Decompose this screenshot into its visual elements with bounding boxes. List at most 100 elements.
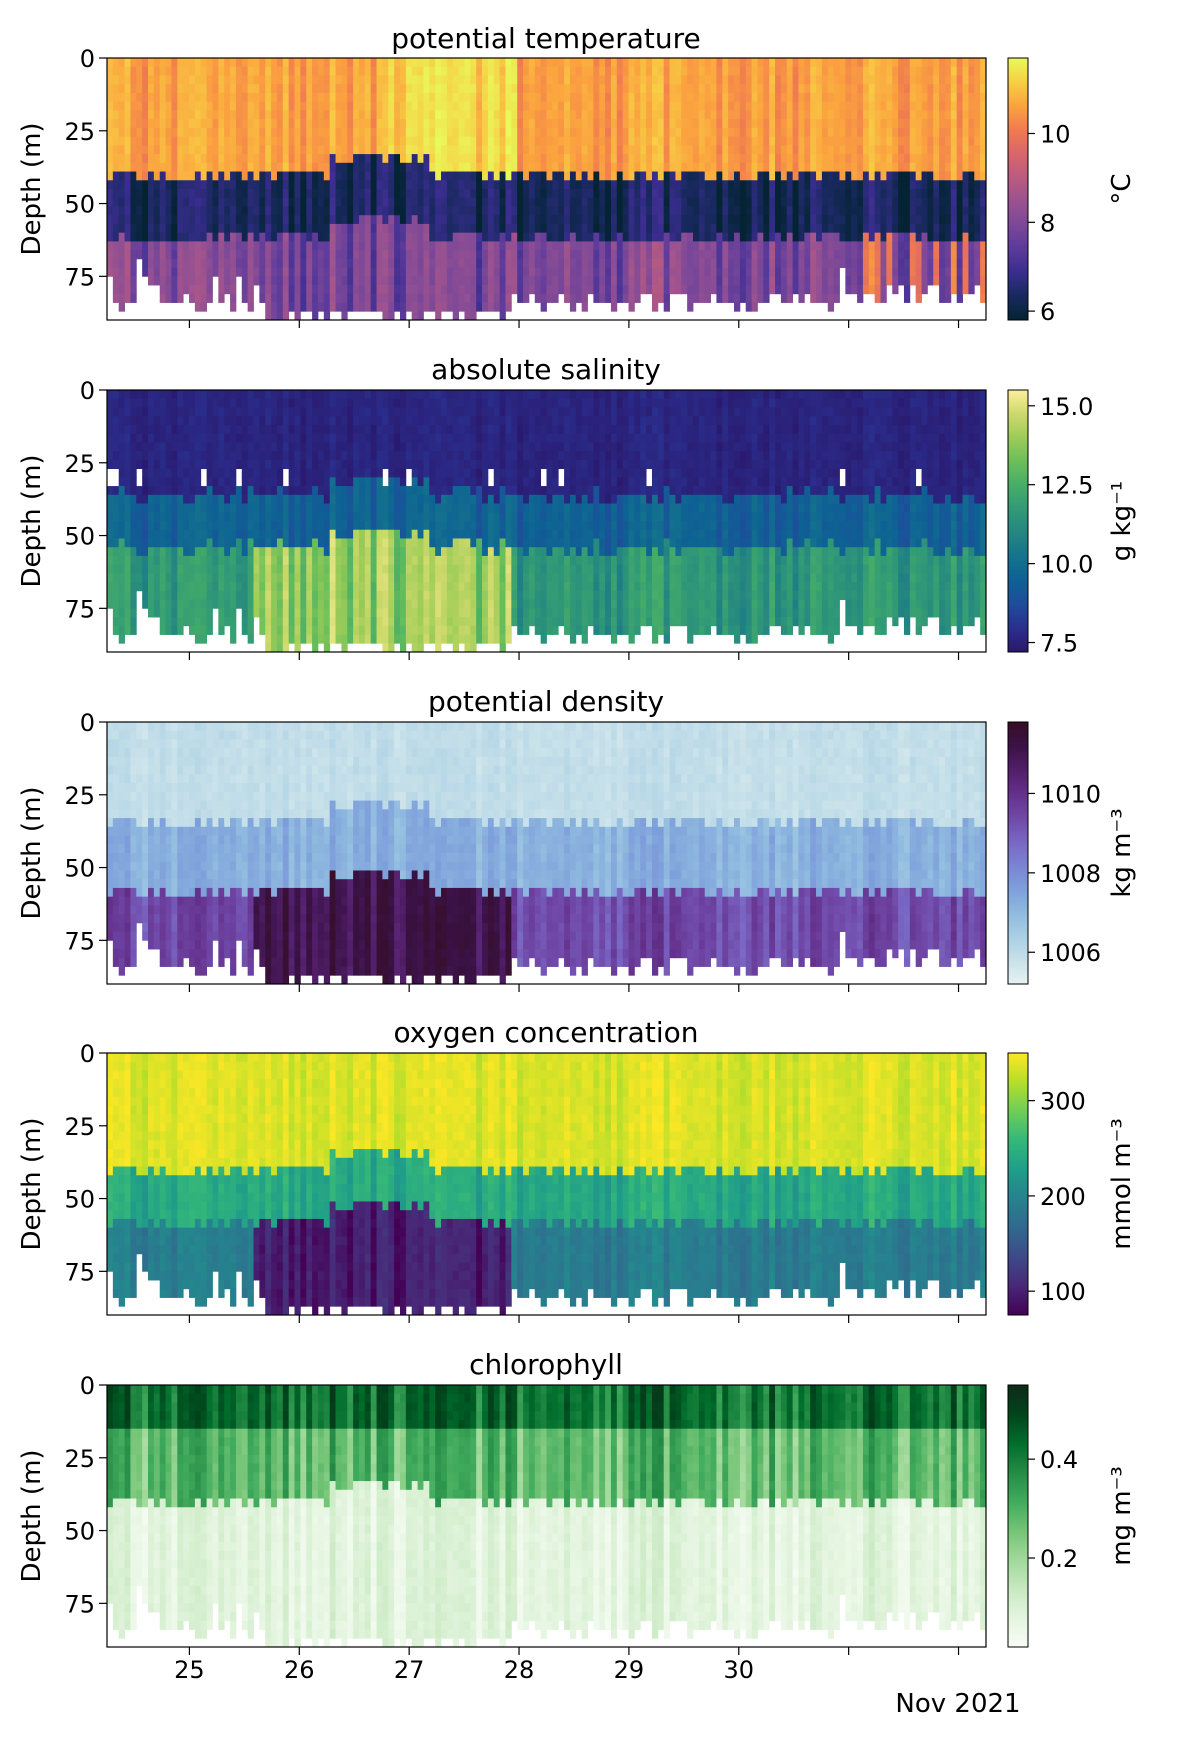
heatmap-cell bbox=[423, 154, 430, 164]
heatmap-cell bbox=[189, 145, 196, 155]
heatmap-cell bbox=[370, 66, 377, 76]
heatmap-cell bbox=[499, 232, 506, 242]
heatmap-cell bbox=[218, 390, 225, 400]
heatmap-cell bbox=[276, 250, 284, 260]
heatmap-cell bbox=[663, 119, 670, 129]
heatmap-cell bbox=[857, 276, 864, 286]
heatmap-cell bbox=[423, 101, 430, 111]
heatmap-cell bbox=[306, 302, 313, 312]
heatmap-cell bbox=[148, 145, 155, 155]
heatmap-cell bbox=[265, 477, 272, 487]
heatmap-cell bbox=[868, 171, 876, 181]
heatmap-cell bbox=[505, 223, 512, 234]
heatmap-cell bbox=[435, 127, 442, 137]
heatmap-cell bbox=[476, 58, 483, 68]
heatmap-cell bbox=[341, 110, 348, 120]
heatmap-cell bbox=[411, 206, 418, 216]
heatmap-cell bbox=[159, 232, 166, 242]
heatmap-cell bbox=[962, 162, 969, 172]
heatmap-cell bbox=[798, 206, 805, 216]
heatmap-cell bbox=[353, 136, 360, 146]
heatmap-cell bbox=[892, 241, 899, 251]
heatmap-cell bbox=[394, 285, 401, 295]
heatmap-cell bbox=[265, 573, 272, 583]
heatmap-cell bbox=[564, 267, 571, 277]
heatmap-cell bbox=[640, 66, 647, 76]
heatmap-cell bbox=[429, 127, 436, 137]
heatmap-cell bbox=[980, 75, 987, 85]
heatmap-cell bbox=[118, 136, 125, 146]
heatmap-cell bbox=[487, 189, 495, 199]
heatmap-cell bbox=[218, 416, 225, 426]
heatmap-cell bbox=[927, 66, 934, 76]
heatmap-cell bbox=[681, 162, 688, 172]
heatmap-cell bbox=[675, 154, 682, 164]
heatmap-cell bbox=[376, 101, 383, 111]
heatmap-cell bbox=[622, 136, 629, 146]
heatmap-cell bbox=[376, 127, 383, 137]
heatmap-cell bbox=[358, 276, 366, 286]
heatmap-cell bbox=[845, 276, 852, 286]
heatmap-cell bbox=[294, 101, 301, 111]
heatmap-cell bbox=[235, 398, 243, 408]
heatmap-cell bbox=[763, 206, 770, 216]
heatmap-cell bbox=[189, 582, 196, 592]
heatmap-cell bbox=[792, 58, 799, 68]
heatmap-cell bbox=[265, 285, 272, 295]
heatmap-cell bbox=[464, 136, 471, 146]
heatmap-cell bbox=[230, 582, 237, 592]
heatmap-cell bbox=[616, 250, 624, 260]
heatmap-cell bbox=[968, 171, 975, 181]
heatmap-cell bbox=[704, 215, 711, 225]
heatmap-cell bbox=[792, 127, 799, 137]
heatmap-cell bbox=[294, 258, 301, 268]
heatmap-cell bbox=[118, 547, 125, 557]
heatmap-cell bbox=[247, 101, 254, 111]
heatmap-cell bbox=[364, 66, 372, 76]
heatmap-cell bbox=[857, 171, 864, 181]
heatmap-cell bbox=[669, 75, 676, 85]
heatmap-cell bbox=[816, 223, 823, 234]
heatmap-cell bbox=[493, 223, 501, 234]
heatmap-cell bbox=[294, 285, 301, 295]
heatmap-cell bbox=[739, 206, 747, 216]
heatmap-cell bbox=[898, 232, 905, 242]
heatmap-cell bbox=[400, 162, 407, 172]
heatmap-cell bbox=[663, 197, 670, 207]
heatmap-cell bbox=[417, 92, 424, 103]
heatmap-cell bbox=[288, 267, 295, 277]
heatmap-cell bbox=[241, 215, 249, 225]
heatmap-cell bbox=[148, 215, 155, 225]
heatmap-cell bbox=[769, 250, 776, 260]
heatmap-cell bbox=[247, 468, 254, 478]
heatmap-cell bbox=[751, 197, 758, 207]
heatmap-cell bbox=[259, 599, 266, 609]
heatmap-cell bbox=[200, 189, 208, 199]
heatmap-cell bbox=[757, 206, 764, 216]
heatmap-cell bbox=[230, 390, 237, 400]
heatmap-cell bbox=[206, 433, 213, 443]
heatmap-cell bbox=[528, 119, 536, 129]
heatmap-cell bbox=[874, 171, 881, 181]
heatmap-cell bbox=[734, 162, 741, 172]
heatmap-cell bbox=[130, 468, 137, 478]
heatmap-cell bbox=[206, 468, 213, 478]
heatmap-cell bbox=[405, 215, 413, 225]
heatmap-cell bbox=[183, 66, 190, 76]
heatmap-cell bbox=[294, 110, 301, 120]
heatmap-cell bbox=[745, 293, 752, 303]
heatmap-cell bbox=[974, 223, 981, 234]
heatmap-cell bbox=[687, 302, 694, 312]
heatmap-cell bbox=[347, 66, 354, 76]
heatmap-cell bbox=[323, 171, 331, 181]
heatmap-cell bbox=[247, 154, 254, 164]
heatmap-cell bbox=[212, 486, 219, 496]
heatmap-cell bbox=[112, 590, 120, 600]
heatmap-cell bbox=[651, 66, 659, 76]
heatmap-cell bbox=[587, 145, 594, 155]
heatmap-cell bbox=[681, 171, 688, 181]
heatmap-cell bbox=[224, 486, 231, 496]
heatmap-cell bbox=[599, 267, 606, 277]
heatmap-cell bbox=[206, 608, 213, 618]
heatmap-cell bbox=[763, 84, 770, 94]
